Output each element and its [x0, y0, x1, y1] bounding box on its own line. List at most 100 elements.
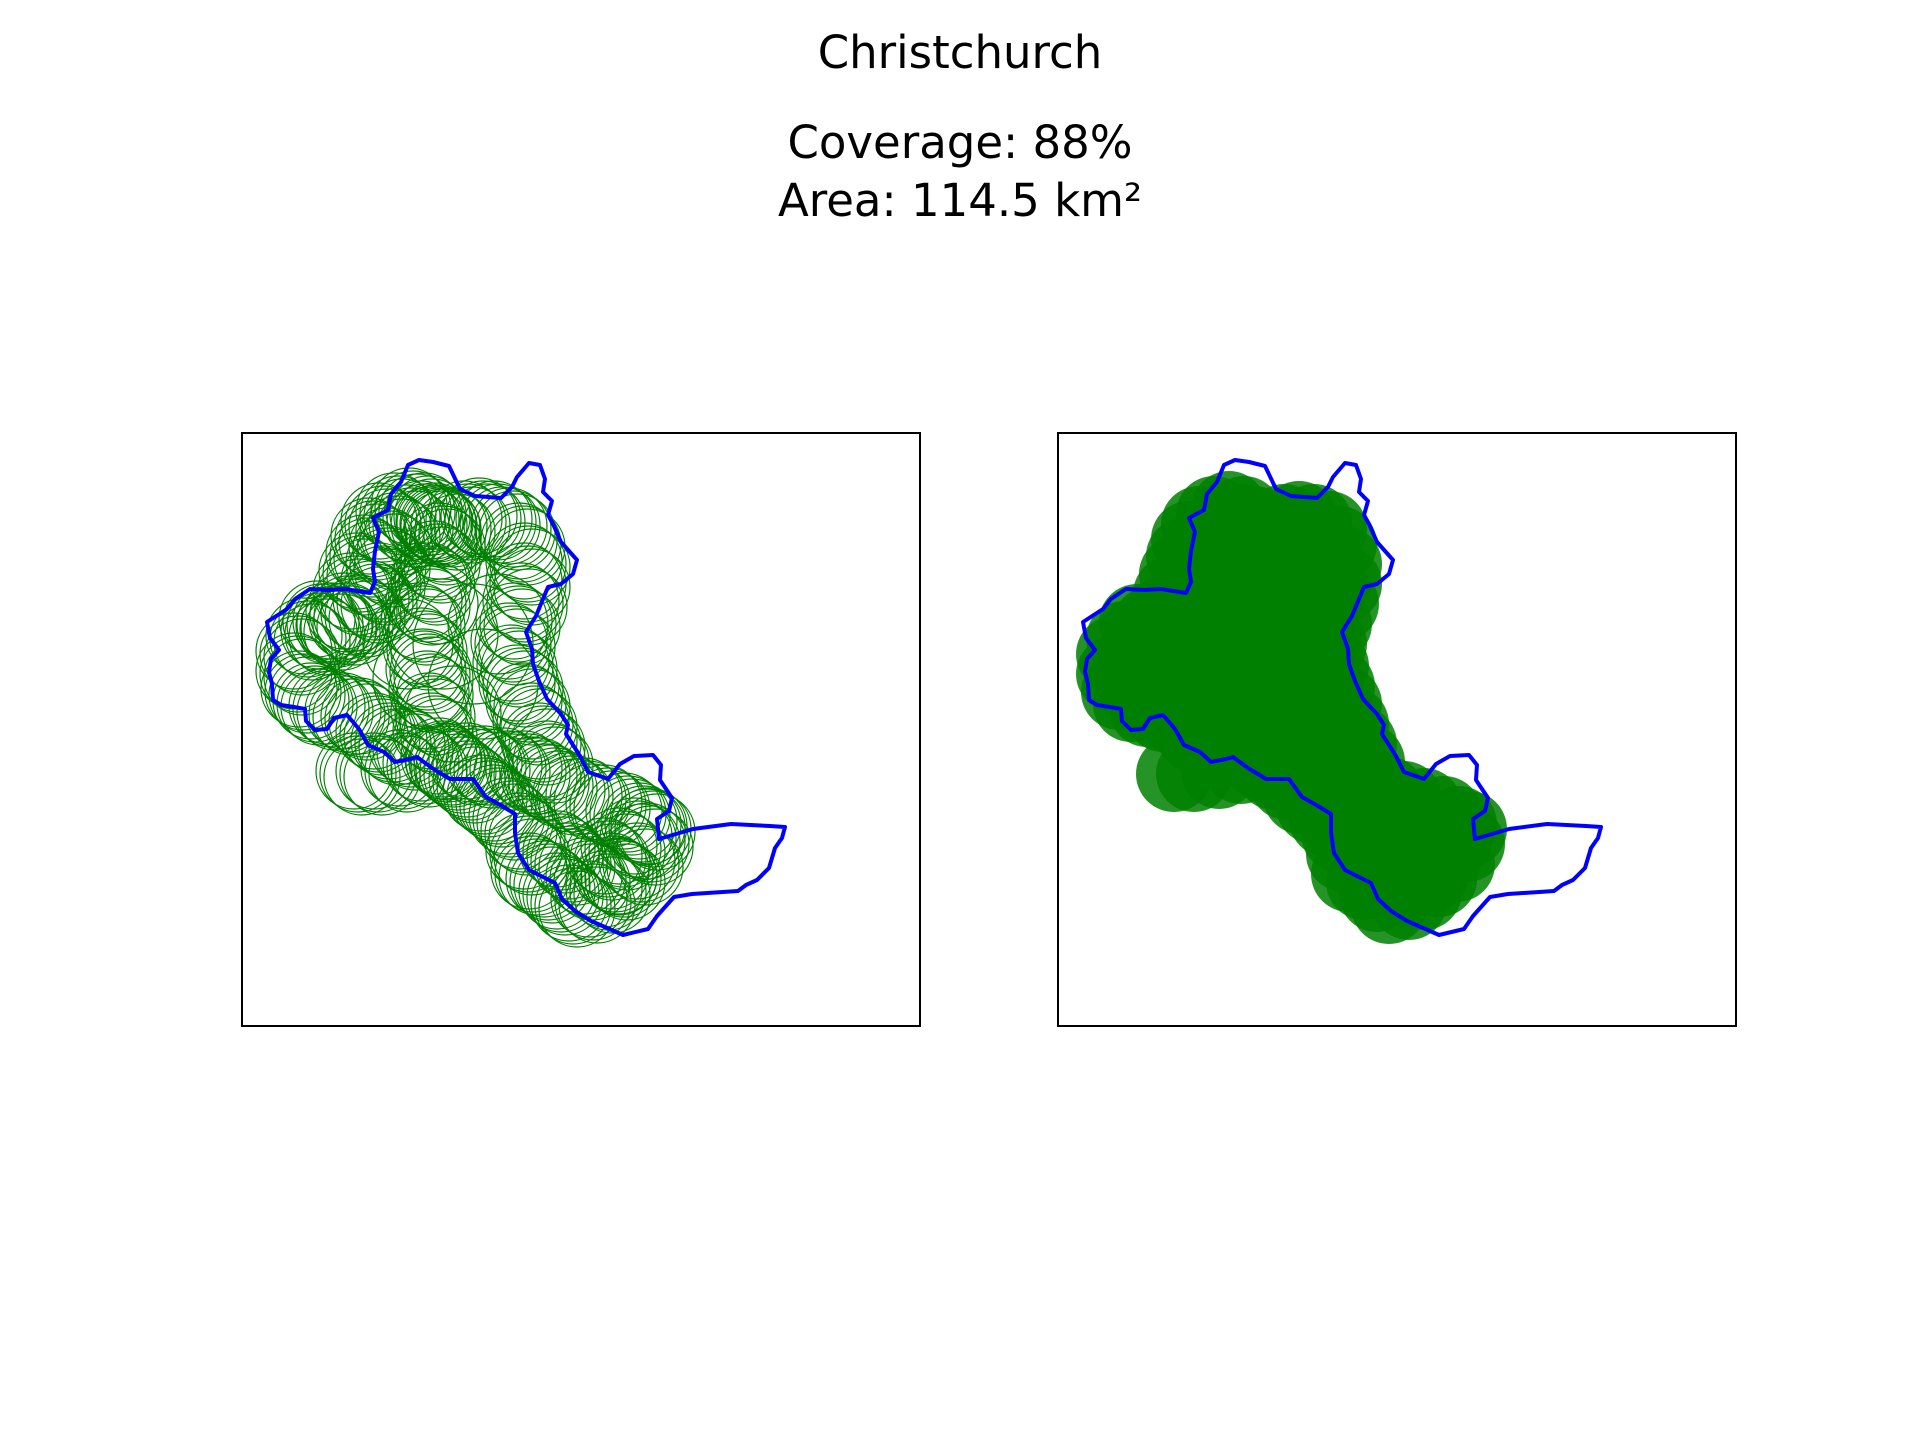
coverage-circle: [534, 825, 612, 903]
coverage-circle: [545, 837, 623, 915]
coverage-circle: [472, 780, 550, 858]
coverage-circle: [340, 542, 418, 620]
coverage-circle: [340, 566, 418, 644]
coverage-circle: [520, 750, 598, 828]
coverage-circle: [485, 662, 563, 740]
coverage-circle: [512, 723, 590, 801]
coverage-circle: [476, 783, 554, 861]
coverage-circle: [436, 746, 514, 824]
coverage-circle: [395, 482, 473, 560]
coverage-circle: [489, 733, 567, 811]
coverage-circle: [324, 577, 402, 655]
coverage-circle: [339, 695, 417, 773]
coverage-circle: [584, 810, 662, 888]
coverage-circle: [265, 597, 343, 675]
coverage-circle: [538, 828, 616, 906]
coverage-circles-outline: [255, 467, 696, 948]
coverage-circle: [465, 727, 543, 805]
coverage-circle: [278, 580, 356, 658]
coverage-circle: [522, 813, 600, 891]
area-label: Area: 114.5 km²: [777, 174, 1143, 227]
coverage-circle: [385, 630, 463, 708]
coverage-circle: [419, 733, 497, 811]
coverage-circle: [335, 692, 413, 770]
coverage-circle: [474, 605, 552, 683]
coverage-circle: [610, 787, 688, 865]
coverage-circle: [508, 720, 586, 798]
coverage-circle: [509, 843, 587, 921]
christchurch-boundary: [265, 458, 787, 937]
coverage-circle: [478, 644, 556, 722]
coverage-circle: [1329, 724, 1405, 800]
coverage-circle: [320, 677, 398, 755]
coverage-circle: [588, 813, 666, 891]
coverage-circle: [516, 726, 594, 804]
coverage-circles-filled: [1076, 471, 1507, 944]
coverage-circle: [260, 650, 338, 728]
coverage-circle: [1216, 566, 1292, 642]
coverage-circle: [600, 782, 678, 860]
coverage-circle: [389, 633, 467, 711]
coverage-circle: [368, 484, 446, 562]
coverage-circle: [423, 736, 501, 814]
coverage-circle: [508, 708, 586, 786]
coverage-circle: [569, 820, 647, 898]
coverage-circle: [418, 493, 496, 571]
coverage-circle: [328, 580, 406, 658]
coverage-circle: [397, 563, 479, 645]
coverage-circle: [372, 628, 474, 730]
filled-circles-map: [1076, 458, 1603, 944]
coverage-circle: [387, 578, 499, 690]
coverage-circle: [485, 522, 563, 600]
coverage-circle: [404, 665, 502, 763]
coverage-circle: [618, 793, 696, 871]
coverage-circle: [362, 598, 454, 690]
coverage-circle: [500, 702, 578, 780]
coverage-circle: [432, 743, 510, 821]
coverage-circle: [468, 777, 546, 855]
coverage-circle: [504, 705, 582, 783]
coverage-circle: [393, 636, 471, 714]
coverage-circle: [316, 555, 394, 633]
coverage-circle: [403, 488, 481, 566]
coverage-circle: [308, 582, 386, 660]
coverage-circle: [492, 682, 570, 760]
coverage-circle: [573, 856, 651, 934]
coverage-circle: [1276, 586, 1352, 662]
coverage-circle: [450, 760, 528, 838]
coverage-circle: [550, 860, 628, 938]
coverage-circle: [1339, 814, 1415, 890]
coverage-circle: [320, 574, 398, 652]
coverage-circle: [469, 730, 547, 808]
coverage-circle: [482, 562, 560, 640]
coverage-circle: [526, 816, 604, 894]
figure-title: Christchurch: [817, 26, 1103, 79]
coverage-circle: [513, 846, 591, 924]
christchurch-boundary: [1081, 458, 1603, 937]
coverage-circle: [328, 683, 406, 761]
coverage-circle: [372, 487, 450, 565]
coverage-label: Coverage: 88%: [787, 116, 1133, 169]
coverage-circle: [1099, 584, 1175, 660]
coverage-circle: [324, 680, 402, 758]
outline-circles-map-panel: [241, 432, 921, 1027]
coverage-circle: [455, 764, 533, 842]
outline-circles-map: [255, 458, 787, 948]
coverage-circle: [516, 747, 594, 825]
coverage-circle: [356, 513, 434, 591]
coverage-circle: [399, 485, 477, 563]
coverage-circle: [530, 822, 608, 900]
coverage-circle: [489, 665, 567, 743]
coverage-circle: [286, 586, 364, 664]
coverage-circle: [505, 840, 583, 918]
coverage-circle: [394, 675, 472, 753]
coverage-circle: [474, 490, 552, 568]
coverage-circle: [489, 545, 567, 623]
coverage-circle: [485, 730, 563, 808]
coverage-circle: [580, 838, 658, 916]
coverage-circle: [352, 510, 430, 588]
coverage-circle: [282, 583, 360, 661]
coverage-circle: [303, 593, 381, 671]
coverage-circle: [398, 548, 476, 626]
coverage-circle: [554, 863, 632, 941]
